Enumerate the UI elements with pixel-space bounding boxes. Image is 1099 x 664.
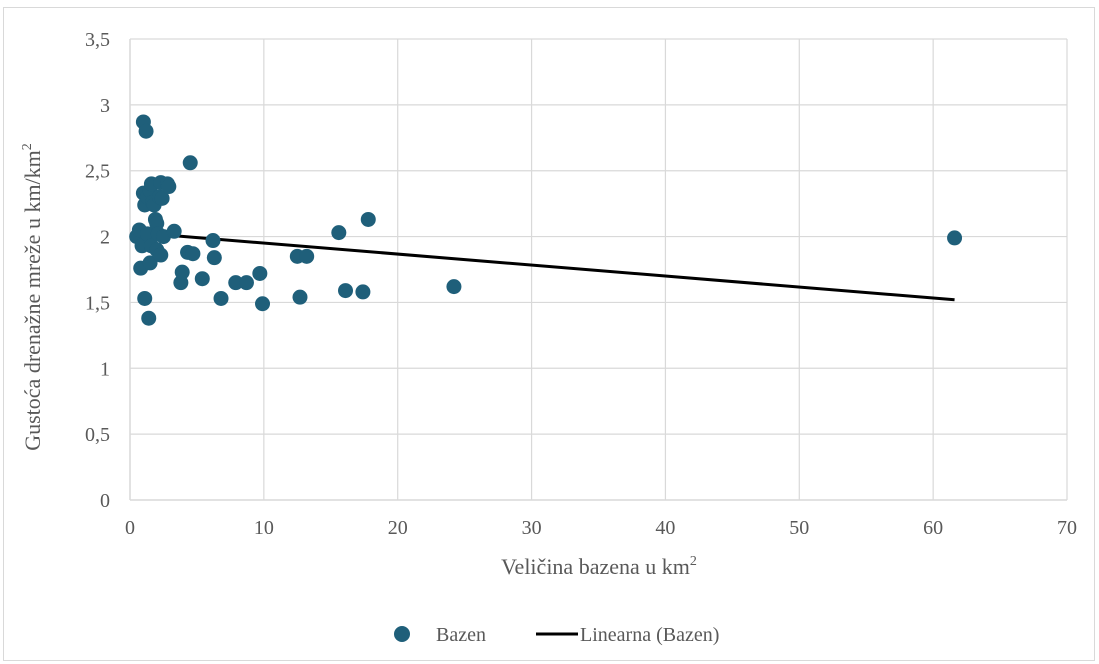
y-tick-label: 3,5	[85, 29, 110, 51]
data-point	[355, 284, 371, 300]
data-point	[153, 247, 169, 263]
legend-marker-bazen	[394, 626, 410, 642]
data-point	[299, 248, 315, 264]
y-tick-label: 1	[100, 358, 110, 380]
axes	[129, 39, 1067, 501]
x-tick-label: 20	[388, 517, 408, 539]
x-tick-label: 60	[923, 517, 943, 539]
data-point	[142, 255, 158, 271]
y-tick-label: 2	[100, 227, 110, 249]
data-point	[185, 246, 201, 262]
data-point	[292, 289, 308, 305]
data-point	[194, 271, 210, 287]
data-point	[213, 290, 229, 306]
y-tick-label: 0,5	[85, 424, 110, 446]
legend: Bazen Linearna (Bazen)	[394, 624, 719, 646]
data-point	[228, 275, 244, 291]
x-tick-label: 10	[254, 517, 274, 539]
data-point	[161, 179, 177, 195]
data-point	[205, 233, 221, 249]
data-point	[174, 264, 190, 280]
data-point	[255, 296, 271, 312]
data-point	[139, 226, 155, 242]
trendline-layer	[136, 231, 955, 302]
x-axis-title-superscript: 2	[690, 554, 697, 569]
data-point	[138, 123, 154, 139]
x-axis-title-text: Veličina bazena u km	[501, 554, 690, 579]
trendline	[136, 231, 955, 302]
data-point	[446, 279, 462, 295]
y-tick-label: 3	[100, 95, 110, 117]
data-point	[154, 190, 170, 206]
y-tick-label: 0	[100, 490, 110, 512]
chart-area	[3, 7, 1095, 661]
y-axis-title-text: Gustoća drenažne mreže u km/km	[20, 150, 45, 451]
data-point	[182, 155, 198, 171]
x-tick-label: 70	[1057, 517, 1077, 539]
data-point	[206, 250, 222, 266]
x-tick-label: 50	[789, 517, 809, 539]
y-tick-label: 2,5	[85, 161, 110, 183]
data-point	[137, 290, 153, 306]
y-axis-title-superscript: 2	[20, 143, 35, 150]
data-point	[338, 283, 354, 299]
y-axis-title: Gustoća drenažne mreže u km/km2	[20, 143, 45, 451]
data-point	[141, 310, 157, 326]
data-point	[947, 230, 963, 246]
x-tick-label: 0	[125, 517, 135, 539]
data-point	[166, 223, 182, 239]
gridlines	[130, 38, 1068, 500]
x-tick-label: 30	[522, 517, 542, 539]
data-point	[238, 275, 254, 291]
x-tick-label: 40	[655, 517, 675, 539]
data-point	[252, 265, 268, 281]
legend-label-linearna: Linearna (Bazen)	[580, 624, 719, 646]
x-axis-title: Veličina bazena u km2	[501, 554, 697, 579]
data-point	[331, 225, 347, 241]
tick-labels: 0 0,5 1 1,5 2 2,5 3 3,5 0 10 20 30 40 50 60 70	[85, 29, 1077, 539]
data-point	[360, 211, 376, 227]
legend-label-bazen: Bazen	[436, 624, 486, 646]
y-tick-label: 1,5	[85, 292, 110, 314]
data-points	[129, 114, 963, 326]
